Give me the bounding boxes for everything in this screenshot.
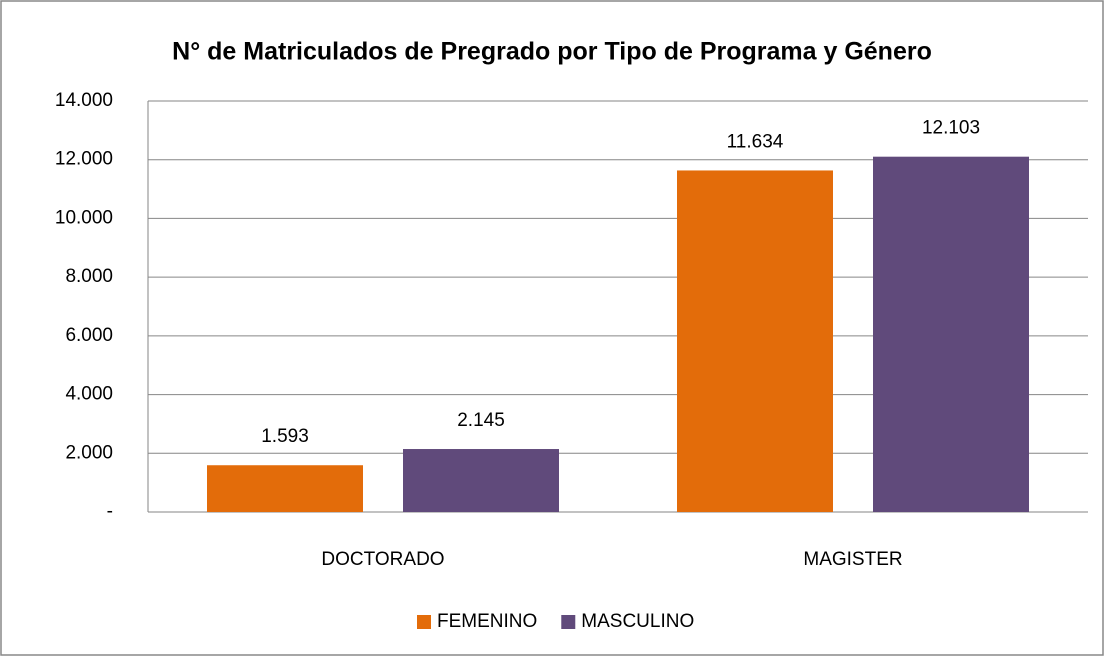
legend-swatch bbox=[417, 615, 431, 629]
bar bbox=[403, 449, 559, 512]
y-tick-label: 12.000 bbox=[55, 149, 113, 170]
chart-title: N° de Matriculados de Pregrado por Tipo … bbox=[172, 38, 932, 66]
x-tick-label: MAGISTER bbox=[803, 549, 902, 570]
y-tick-label: 2.000 bbox=[65, 442, 113, 463]
value-label: 1.593 bbox=[261, 426, 309, 447]
y-tick-label: 6.000 bbox=[65, 325, 113, 346]
bar bbox=[873, 156, 1029, 513]
y-tick-label: 10.000 bbox=[55, 207, 113, 228]
bar bbox=[677, 170, 833, 513]
y-tick-label: 14.000 bbox=[55, 90, 113, 111]
bar bbox=[207, 465, 363, 512]
legend-label: MASCULINO bbox=[581, 611, 694, 632]
value-label: 12.103 bbox=[922, 118, 980, 139]
y-tick-label: 8.000 bbox=[65, 266, 113, 287]
y-tick-label: - bbox=[107, 501, 113, 522]
legend-label: FEMENINO bbox=[437, 611, 537, 632]
y-tick-label: 4.000 bbox=[65, 384, 113, 405]
x-tick-label: DOCTORADO bbox=[321, 549, 444, 570]
value-label: 2.145 bbox=[457, 410, 505, 431]
value-label: 11.634 bbox=[727, 131, 784, 152]
legend-swatch bbox=[561, 615, 576, 629]
